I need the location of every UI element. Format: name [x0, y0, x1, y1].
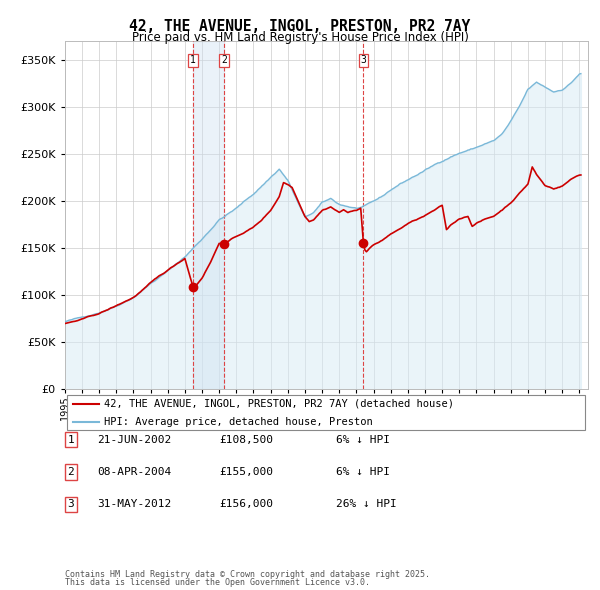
- Text: £155,000: £155,000: [219, 467, 273, 477]
- Text: £108,500: £108,500: [219, 435, 273, 444]
- Text: 3: 3: [67, 500, 74, 509]
- Text: 26% ↓ HPI: 26% ↓ HPI: [336, 500, 397, 509]
- Text: 1: 1: [67, 435, 74, 444]
- Text: 6% ↓ HPI: 6% ↓ HPI: [336, 467, 390, 477]
- Text: Price paid vs. HM Land Registry's House Price Index (HPI): Price paid vs. HM Land Registry's House …: [131, 31, 469, 44]
- Text: 08-APR-2004: 08-APR-2004: [97, 467, 172, 477]
- Text: £156,000: £156,000: [219, 500, 273, 509]
- Text: 42, THE AVENUE, INGOL, PRESTON, PR2 7AY: 42, THE AVENUE, INGOL, PRESTON, PR2 7AY: [130, 19, 470, 34]
- Text: 21-JUN-2002: 21-JUN-2002: [97, 435, 172, 444]
- Text: HPI: Average price, detached house, Preston: HPI: Average price, detached house, Pres…: [104, 417, 373, 427]
- Text: This data is licensed under the Open Government Licence v3.0.: This data is licensed under the Open Gov…: [65, 578, 370, 587]
- Text: 2: 2: [67, 467, 74, 477]
- Bar: [193, 41, 224, 389]
- Text: 6% ↓ HPI: 6% ↓ HPI: [336, 435, 390, 444]
- Text: 31-MAY-2012: 31-MAY-2012: [97, 500, 172, 509]
- FancyBboxPatch shape: [67, 395, 586, 430]
- Text: Contains HM Land Registry data © Crown copyright and database right 2025.: Contains HM Land Registry data © Crown c…: [65, 571, 430, 579]
- Text: 3: 3: [361, 55, 367, 65]
- Text: 42, THE AVENUE, INGOL, PRESTON, PR2 7AY (detached house): 42, THE AVENUE, INGOL, PRESTON, PR2 7AY …: [104, 398, 454, 408]
- Text: 1: 1: [190, 55, 196, 65]
- Text: 2: 2: [221, 55, 227, 65]
